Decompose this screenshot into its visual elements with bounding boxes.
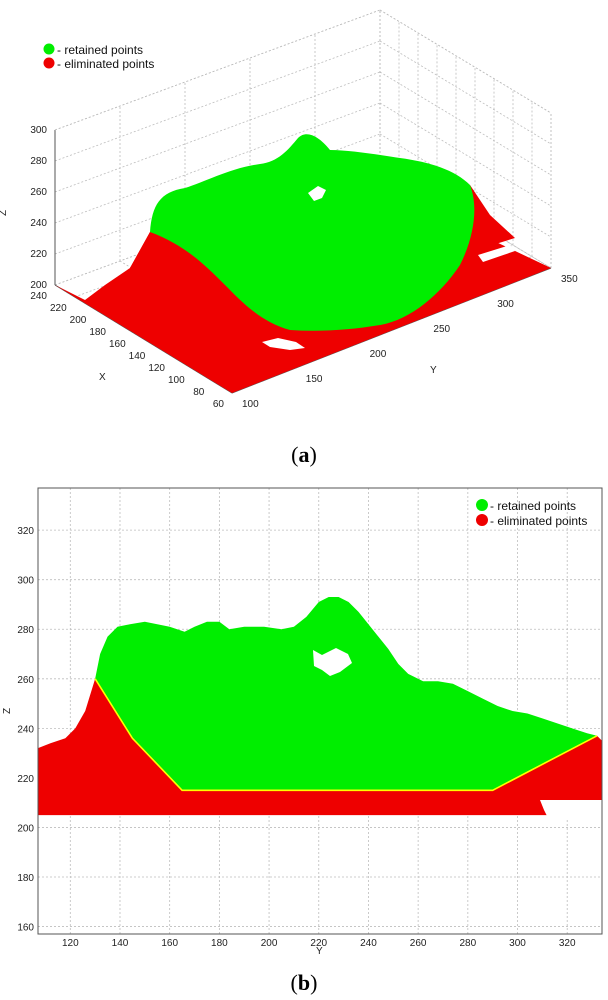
legend-retained-marker [43, 43, 55, 55]
right-wall-horizontal-z [379, 133, 552, 238]
legend-b-eliminated-marker [476, 514, 488, 526]
caption-a: (a) [291, 442, 317, 467]
z-tick-label: 200 [30, 280, 47, 291]
y-tick-label: 300 [17, 576, 34, 587]
legend-eliminated-marker [43, 57, 55, 69]
x-tick-label: 280 [459, 938, 476, 949]
z-tick-label: 240 [30, 218, 47, 229]
y-tick-label: 200 [17, 823, 34, 834]
figure-a-x-axis-label: X [99, 372, 106, 383]
figure-b-profile-plot: 120 140 160 180 200 220 240 260 280 300 320 160 180 2… [2, 487, 603, 957]
figure-b-x-axis-label: Y [316, 946, 323, 957]
top-edge-left [54, 9, 381, 131]
legend-b-eliminated-label: - eliminated points [490, 514, 587, 528]
retained-points-area [95, 597, 598, 791]
white-gap-right [540, 800, 602, 818]
figure-a-point-cloud [55, 134, 551, 393]
legend-retained-label: - retained points [57, 43, 143, 57]
figure-a-y-axis-label: Y [430, 365, 437, 376]
figure-b-y-axis-label: Z [2, 708, 13, 714]
y-tick-label: 240 [17, 724, 34, 735]
x-tick-label: 120 [148, 363, 165, 374]
y-tick-label: 250 [433, 324, 450, 335]
z-tick-label: 260 [30, 187, 47, 198]
x-tick-label: 300 [509, 938, 526, 949]
x-tick-label: 140 [129, 351, 146, 362]
x-tick-label: 320 [559, 938, 576, 949]
white-slot-right [478, 245, 515, 262]
x-tick-label: 140 [112, 938, 129, 949]
right-wall-horizontal-z [379, 71, 552, 176]
back-wall-horizontal-z [54, 71, 381, 193]
x-tick-label: 220 [310, 938, 327, 949]
x-tick-label: 180 [89, 327, 106, 338]
caption-b: (b) [290, 970, 318, 995]
legend-b-retained-marker [476, 499, 488, 511]
figure-a-3d-plot: 2002202402602803006080100120140160180200… [0, 9, 578, 410]
y-tick-label: 150 [306, 374, 323, 385]
legend-eliminated-label: - eliminated points [57, 57, 154, 71]
x-tick-label: 80 [193, 387, 205, 398]
x-tick-label: 260 [410, 938, 427, 949]
legend-b-retained-label: - retained points [490, 499, 576, 513]
x-tick-label: 160 [109, 339, 126, 350]
back-wall-horizontal-z [54, 102, 381, 224]
figure-a-tick-labels: 2002202402602803006080100120140160180200… [30, 125, 578, 410]
retained-points-surface [150, 134, 475, 331]
top-edge-right [379, 9, 552, 114]
figure-b-legend: - retained points - eliminated points [476, 499, 587, 528]
x-tick-label: 200 [261, 938, 278, 949]
boundary-line [94, 678, 598, 792]
right-wall-horizontal-z [379, 40, 552, 145]
back-wall-horizontal-z [54, 40, 381, 162]
figure-a-legend: - retained points - eliminated points [43, 43, 154, 71]
x-tick-label: 240 [30, 291, 47, 302]
y-tick-label: 300 [497, 299, 514, 310]
y-tick-label: 320 [17, 526, 34, 537]
figure-a-axis-labels: Z X Y [0, 210, 437, 383]
x-tick-label: 220 [50, 303, 67, 314]
z-tick-label: 300 [30, 125, 47, 136]
x-tick-label: 120 [62, 938, 79, 949]
x-tick-label: 60 [213, 399, 225, 410]
y-tick-label: 350 [561, 274, 578, 285]
y-tick-label: 260 [17, 675, 34, 686]
y-tick-label: 200 [370, 349, 387, 360]
white-gap-bottom [262, 338, 305, 350]
y-tick-label: 100 [242, 399, 259, 410]
y-tick-label: 280 [17, 625, 34, 636]
eliminated-points-left-ridge [130, 232, 300, 393]
y-tick-label: 180 [17, 873, 34, 884]
figure-b-fills [38, 597, 602, 818]
x-tick-label: 100 [168, 375, 185, 386]
y-tick-label: 160 [17, 923, 34, 934]
white-gap-face [313, 648, 352, 676]
x-tick-label: 160 [161, 938, 178, 949]
right-wall-horizontal-z [379, 102, 552, 207]
z-tick-label: 220 [30, 249, 47, 260]
z-tick-label: 280 [30, 156, 47, 167]
x-tick-label: 240 [360, 938, 377, 949]
figure-b-plot-frame [37, 487, 603, 935]
x-tick-label: 180 [211, 938, 228, 949]
floor-grid-y [379, 164, 552, 269]
figure-a-z-axis-label: Z [0, 210, 9, 216]
y-tick-label: 220 [17, 774, 34, 785]
x-tick-label: 200 [70, 315, 87, 326]
white-gap-top [308, 186, 326, 201]
figure-b-tick-labels: 120 140 160 180 200 220 240 260 280 300 320 160 180 2… [17, 526, 576, 949]
